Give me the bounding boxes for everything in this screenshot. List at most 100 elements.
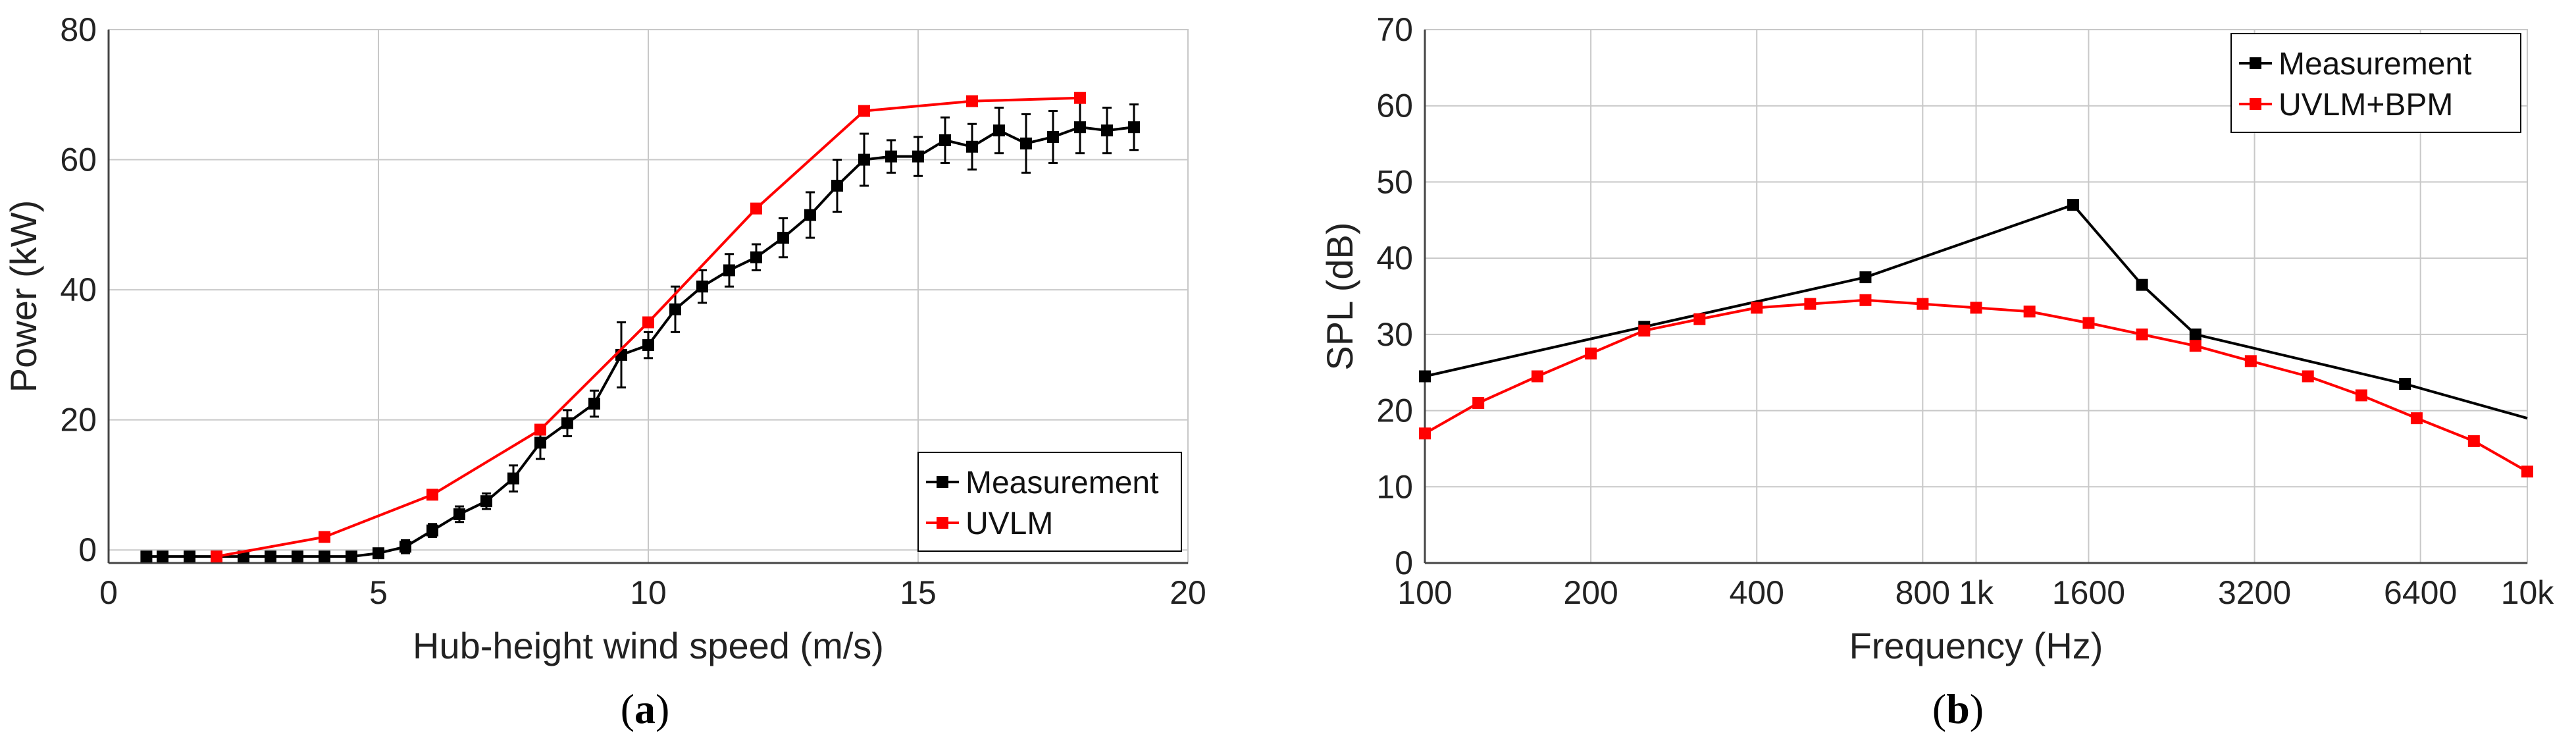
x-tick-label: 1600 [2052,574,2125,611]
legend: Measurement UVLM [917,452,1182,552]
data-point [750,251,762,263]
x-tick-label: 15 [900,574,937,611]
data-point [588,397,600,410]
data-point [1128,121,1140,134]
data-point [1419,370,1431,383]
data-point [211,550,222,563]
data-point [1585,347,1597,360]
data-point [2355,389,2367,402]
x-tick-label: 5 [369,574,388,611]
x-tick-label: 100 [1397,574,1452,611]
data-point [1638,325,1651,337]
chart-a: 0 5 10 15 20 0 20 40 60 80 Hub-height wind speed (… [3,11,1206,666]
legend-swatch-marker [2250,57,2261,69]
data-point [885,150,897,163]
data-point [831,180,843,192]
data-point [319,531,330,543]
y-tick-label: 10 [1376,468,1413,505]
x-tick-label: 10k [2501,574,2555,611]
y-tick-label: 60 [1376,88,1413,124]
data-point [1472,397,1485,409]
legend-box [2230,33,2521,133]
y-tick-label: 40 [60,271,97,308]
data-point [939,134,951,146]
data-point [2136,279,2148,291]
data-point [534,437,546,449]
data-point [2189,340,2202,352]
data-point [426,524,438,537]
data-point [2082,317,2095,329]
x-tick-label: 200 [1563,574,1618,611]
data-point [534,423,546,436]
data-point [696,281,708,293]
data-point [1047,130,1059,143]
data-point [1693,313,1706,325]
legend-box [917,452,1182,552]
data-point [1970,302,1982,314]
y-tick-label: 70 [1376,11,1413,48]
data-point [265,550,276,563]
data-point [2302,370,2314,383]
data-point [453,508,465,520]
data-point [912,150,924,163]
data-point [858,105,870,117]
x-axis-label: Frequency (Hz) [1849,625,2103,666]
data-point [399,541,411,553]
data-point [804,209,816,221]
panel-label-b-letter: b [1946,685,1970,732]
data-point [2136,328,2148,340]
legend-swatch-marker [2250,98,2261,110]
legend-entry: Measurement [966,466,1158,500]
x-tick-label: 3200 [2218,574,2291,611]
y-tick-label: 50 [1376,163,1413,200]
x-tick-label: 10 [630,574,667,611]
data-point [1074,121,1086,134]
data-point [1804,298,1816,310]
data-point [1419,427,1431,440]
data-point [2244,355,2257,367]
y-tick-label: 30 [1376,316,1413,353]
legend-entry: UVLM+BPM [2279,88,2453,122]
data-point [2189,328,2202,340]
y-tick-label: 80 [60,11,97,48]
data-point [319,550,330,563]
data-point [993,124,1005,137]
data-point [140,550,153,563]
chart-b: 100 200 400 800 1k 1600 3200 6400 10k 0 10 20 30 40 50… [1319,11,2554,666]
y-tick-label: 0 [78,531,97,568]
data-point [1531,370,1543,383]
panel-label-b: (b) [1932,685,1984,732]
y-axis-label: SPL (dB) [1319,222,1360,370]
data-point [480,495,492,508]
y-tick-label: 20 [60,402,97,439]
x-tick-label: 20 [1170,574,1206,611]
data-point [669,303,681,315]
panel-label-a: (a) [620,685,670,732]
y-tick-label: 40 [1376,240,1413,277]
data-point [723,264,735,277]
data-point [2067,199,2079,211]
legend-entry: Measurement [2279,47,2471,82]
x-axis-label: Hub-height wind speed (m/s) [413,625,884,666]
data-point [2521,466,2533,478]
data-point [426,489,438,501]
y-tick-label: 0 [1395,545,1413,581]
x-tick-label: 1k [1959,574,1994,611]
data-point [184,550,195,563]
data-point [750,202,762,215]
x-tick-label: 0 [99,574,118,611]
x-tick-label: 800 [1895,574,1950,611]
data-point [1917,298,1929,310]
data-point [966,140,978,153]
data-point [1859,271,1872,284]
data-point [238,550,249,563]
data-point [1074,92,1086,104]
y-tick-label: 20 [1376,392,1413,429]
data-point [2410,412,2423,425]
y-tick-label: 60 [60,142,97,178]
data-point [2023,306,2036,318]
series-line-measurement [1424,203,2528,420]
data-point [1751,302,1763,314]
data-point [1101,124,1113,137]
legend-swatch-marker [937,476,948,488]
